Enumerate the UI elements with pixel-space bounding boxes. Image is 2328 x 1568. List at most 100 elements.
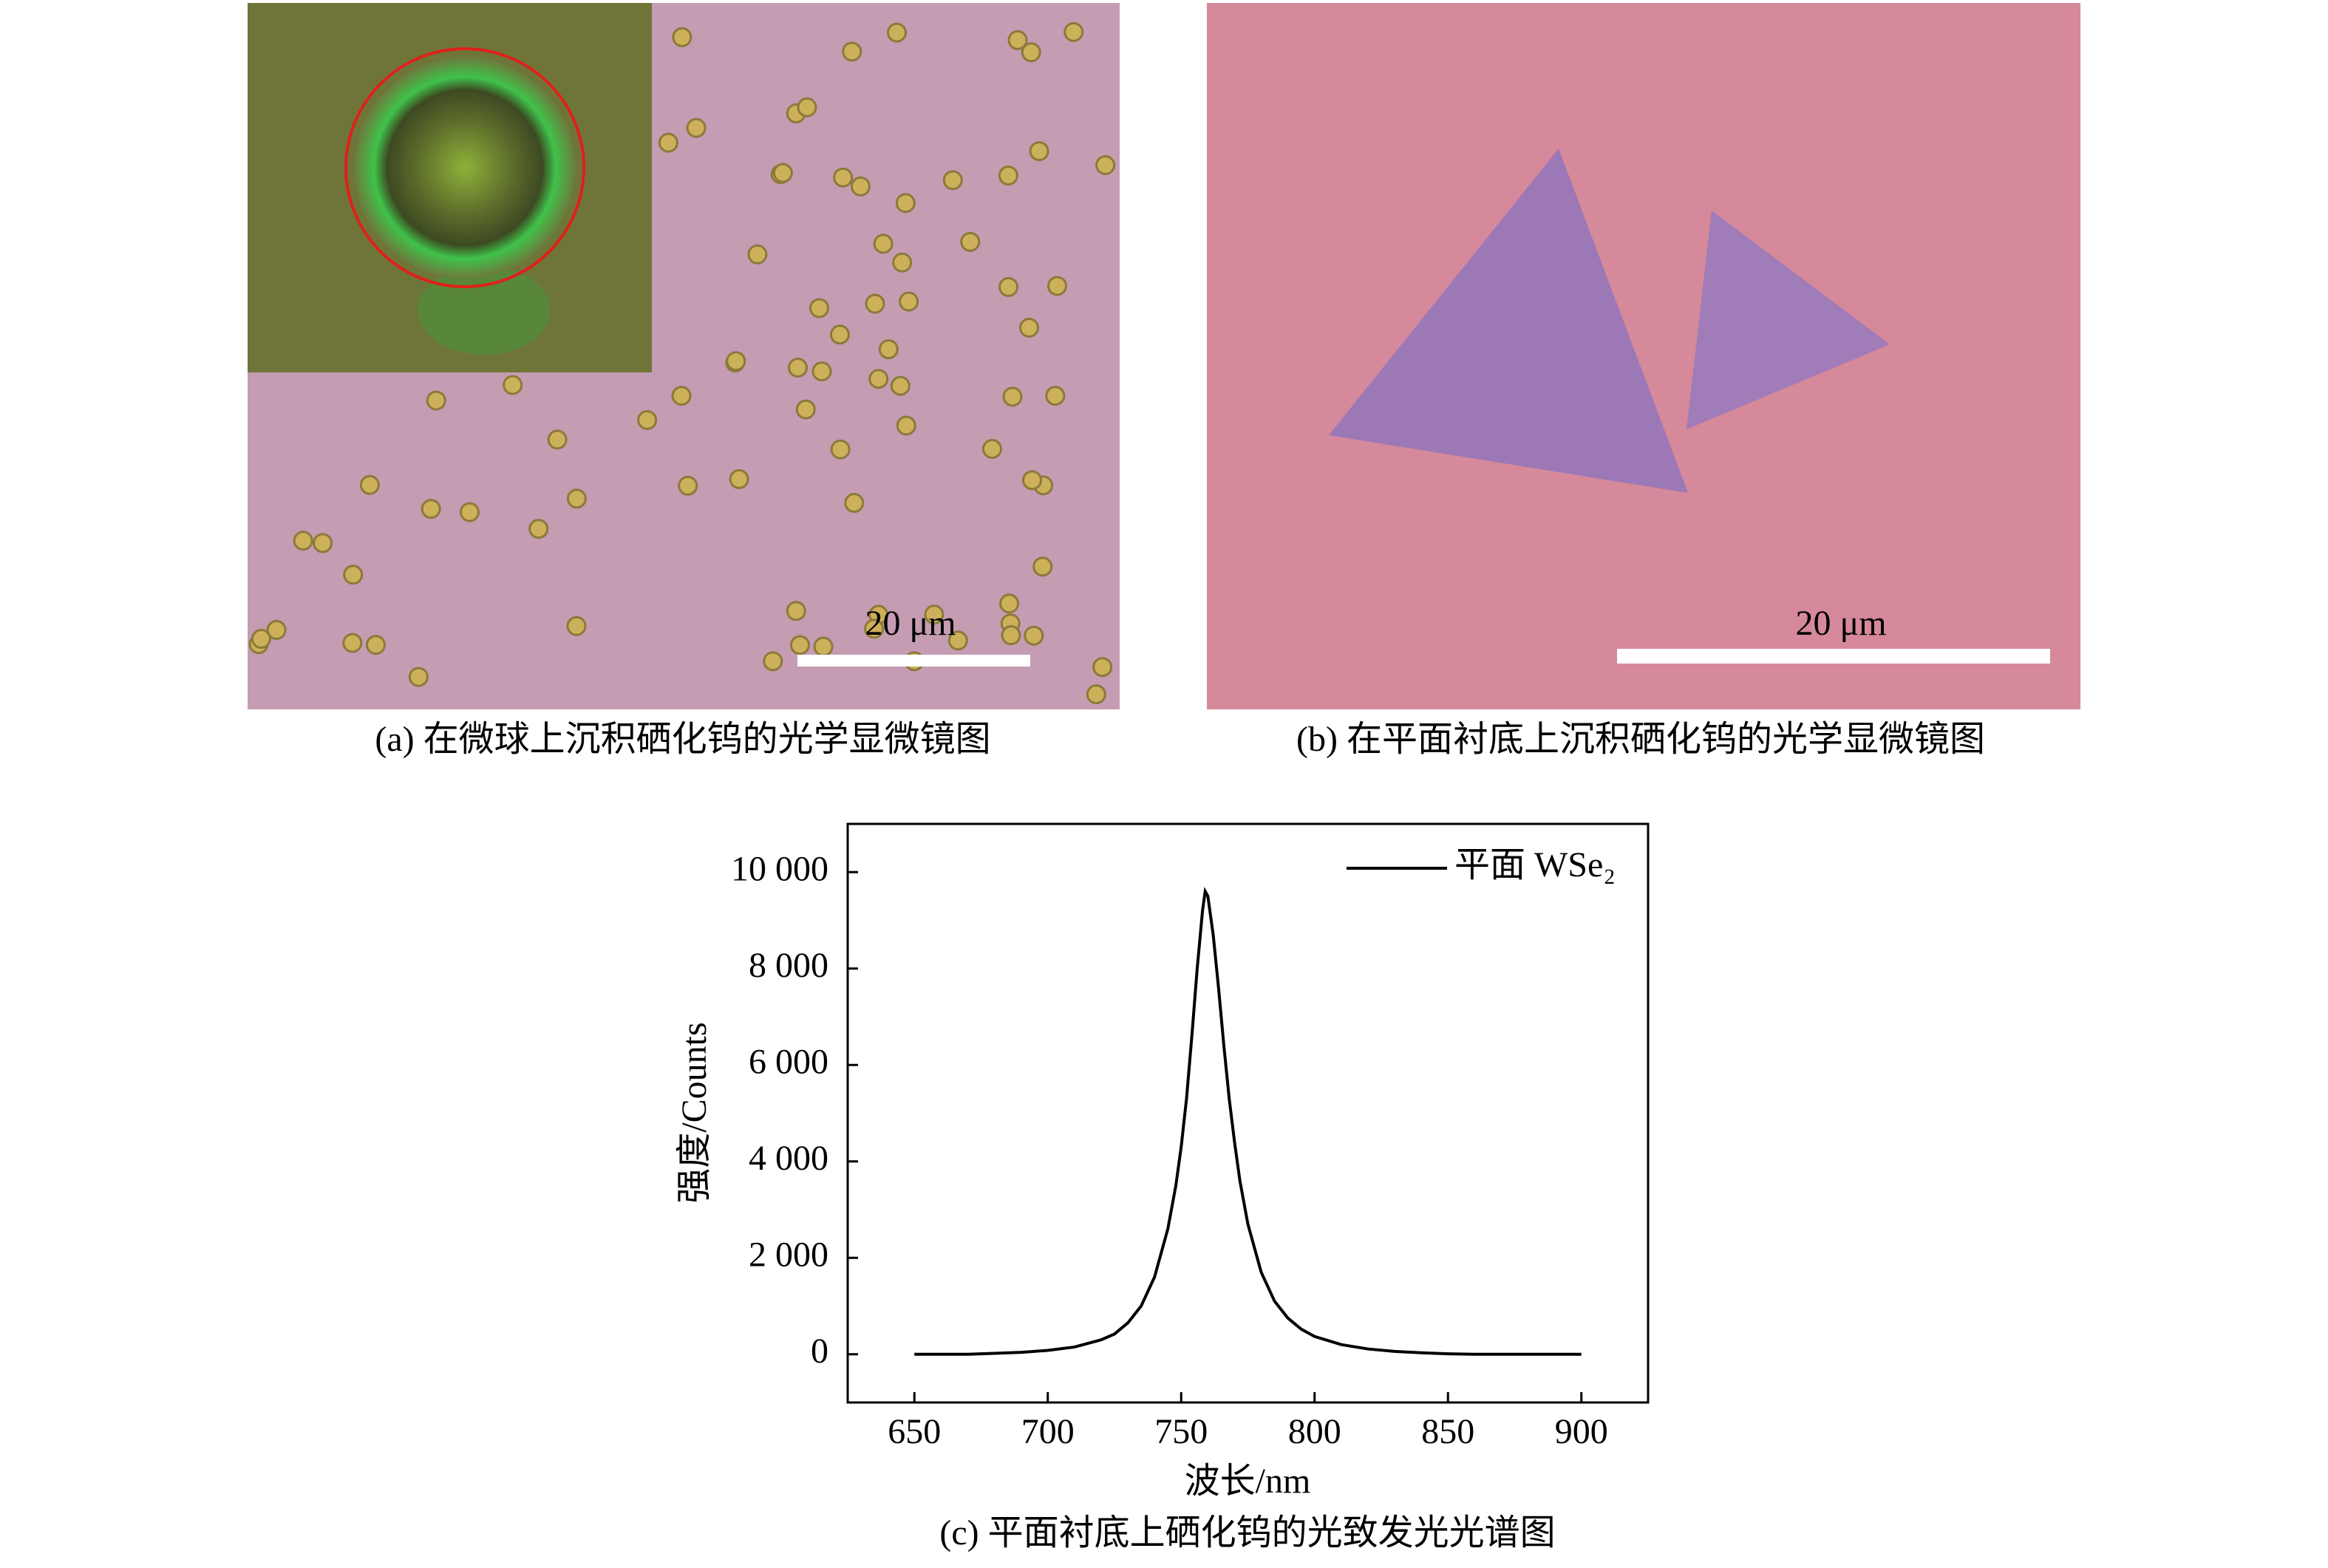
y-tick-label: 0: [811, 1332, 828, 1371]
microsphere: [850, 176, 871, 197]
microsphere: [887, 22, 908, 43]
microsphere: [1032, 556, 1053, 577]
microsphere: [878, 339, 899, 360]
microsphere: [899, 291, 919, 312]
microsphere: [1092, 657, 1113, 678]
microsphere: [1021, 42, 1041, 63]
microsphere: [890, 375, 911, 396]
microsphere: [788, 358, 809, 378]
microsphere: [528, 519, 549, 539]
microsphere: [359, 474, 380, 495]
microsphere: [686, 117, 707, 138]
y-tick-label: 6 000: [749, 1042, 828, 1081]
line: [914, 887, 1582, 1356]
microsphere: [892, 252, 913, 273]
microsphere: [313, 533, 333, 553]
microsphere: [1024, 625, 1044, 646]
microsphere: [726, 351, 746, 372]
microsphere: [786, 601, 806, 621]
microsphere: [960, 231, 981, 252]
microsphere: [865, 293, 885, 314]
flake: [1687, 211, 1890, 429]
microsphere: [873, 234, 894, 254]
y-tick-label: 4 000: [749, 1139, 828, 1178]
x-axis-label: 波长/nm: [1185, 1462, 1311, 1501]
microsphere: [813, 636, 834, 657]
microsphere: [1095, 155, 1116, 176]
microsphere: [830, 439, 851, 460]
microsphere: [868, 369, 889, 389]
microsphere: [459, 502, 480, 522]
microsphere: [1029, 141, 1049, 162]
microsphere: [829, 324, 850, 345]
microsphere: [1001, 625, 1021, 646]
microsphere: [809, 298, 830, 318]
micrograph-a: [248, 3, 1120, 709]
microsphere: [842, 41, 862, 62]
microsphere: [797, 97, 817, 117]
microsphere: [763, 651, 783, 672]
y-axis-label: 强度/Counts: [675, 1022, 714, 1203]
microsphere: [671, 386, 692, 406]
microsphere: [566, 616, 587, 636]
microsphere: [547, 429, 568, 450]
microsphere: [678, 475, 698, 496]
microsphere: [1018, 317, 1039, 338]
microsphere: [672, 27, 692, 47]
microsphere: [421, 499, 441, 519]
microsphere: [833, 167, 854, 188]
microsphere: [1047, 276, 1068, 296]
microsphere: [998, 166, 1018, 186]
flake: [1329, 149, 1688, 493]
microsphere: [772, 163, 793, 183]
microsphere: [789, 635, 810, 655]
microsphere: [637, 409, 658, 430]
microsphere: [426, 390, 446, 411]
plot-frame: [846, 822, 1650, 1404]
x-tick-label: 900: [1555, 1412, 1608, 1451]
microsphere: [1063, 21, 1084, 42]
microsphere: [1022, 470, 1043, 491]
microsphere: [981, 438, 1002, 459]
scale-bar-label: 20 μm: [865, 604, 956, 643]
caption: (a) 在微球上沉积硒化钨的光学显微镜图: [375, 720, 990, 759]
microsphere: [1002, 386, 1023, 407]
x-tick-label: 850: [1421, 1412, 1474, 1451]
microsphere: [795, 399, 816, 420]
microsphere: [998, 276, 1019, 297]
legend-label: 平面 WSe₂: [1454, 845, 1616, 884]
micrograph-b: [1207, 3, 2080, 709]
microsphere: [942, 170, 963, 191]
microsphere: [924, 604, 945, 625]
microsphere: [503, 375, 523, 395]
caption: (b) 在平面衬底上沉积硒化钨的光学显微镜图: [1296, 720, 1985, 759]
microsphere: [1086, 684, 1106, 705]
microsphere: [896, 415, 916, 436]
scale-bar: [797, 655, 1030, 667]
microsphere: [864, 618, 885, 639]
y-tick-label: 10 000: [731, 849, 828, 888]
y-tick-label: 2 000: [749, 1235, 828, 1274]
inset-circle: [344, 47, 585, 288]
microsphere: [947, 630, 968, 651]
caption: (c) 平面衬底上硒化钨的光致发光光谱图: [939, 1513, 1555, 1552]
microsphere: [729, 468, 749, 489]
microsphere: [1007, 30, 1028, 50]
x-tick-label: 750: [1154, 1412, 1208, 1451]
microsphere: [251, 629, 271, 650]
scale-bar-label: 20 μm: [1795, 604, 1886, 643]
microsphere: [408, 667, 429, 687]
microsphere: [658, 132, 678, 153]
inset-sphere: [354, 57, 576, 279]
inset-glow: [418, 266, 551, 355]
microsphere: [895, 193, 916, 214]
x-tick-label: 650: [888, 1412, 941, 1451]
microsphere: [365, 635, 386, 655]
microsphere: [266, 620, 287, 641]
microsphere: [811, 361, 832, 382]
microsphere: [747, 244, 768, 265]
microsphere: [566, 488, 587, 509]
microsphere: [342, 633, 363, 653]
